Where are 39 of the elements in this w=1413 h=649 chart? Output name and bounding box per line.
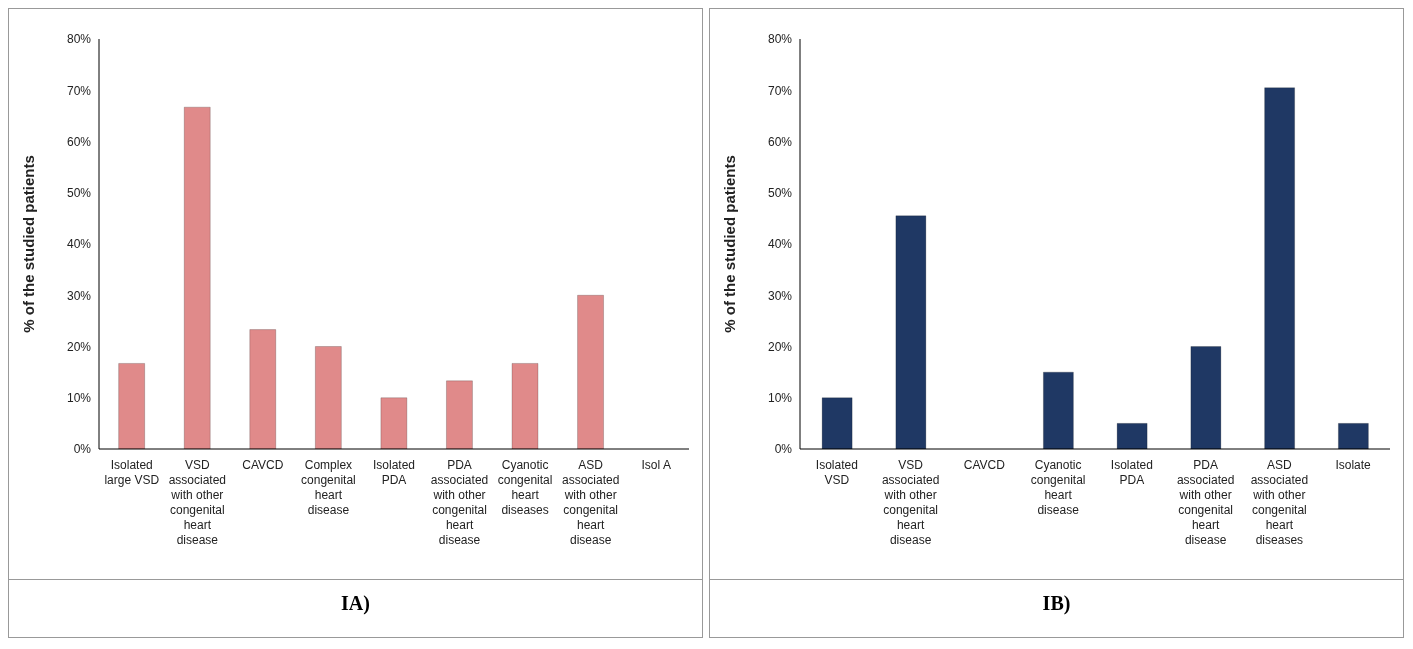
y-tick-label: 20%: [767, 339, 793, 354]
y-tick-label: 40%: [767, 237, 793, 252]
x-tick-label: VSD associated with other congenital heart disease: [881, 458, 940, 547]
x-tick-label: Isolated VSD: [815, 458, 858, 487]
y-tick-label: 70%: [66, 83, 92, 98]
y-tick-label: 10%: [767, 391, 793, 406]
x-tick-label: Isol A: [641, 458, 671, 472]
y-tick-label: 70%: [767, 83, 793, 98]
x-tick-label: PDA associated with other congenital heart disease: [1176, 458, 1235, 547]
x-tick-label: PDA associated with other congenital heart disease: [430, 458, 489, 547]
x-tick-label: Isolate: [1335, 458, 1372, 472]
x-tick-label: ASD associated with other congenital heart disease: [561, 458, 620, 547]
x-tick-label: ASD associated with other congenital heart diseases: [1250, 458, 1309, 547]
y-tick-label: 50%: [767, 186, 793, 201]
x-tick-label: Isolated PDA: [1110, 458, 1153, 487]
y-tick-label: 20%: [66, 339, 92, 354]
text: IA): [9, 579, 702, 615]
x-tick-label: Isolated large VSD: [104, 458, 160, 487]
text: IB): [710, 579, 1403, 615]
x-tick-label: Isolated PDA: [372, 458, 416, 487]
y-tick-label: 80%: [66, 32, 92, 47]
x-tick-label: Complex congenital heart disease: [301, 458, 356, 517]
y-tick-label: 30%: [767, 288, 793, 303]
y-tick-label: 0%: [774, 442, 793, 457]
y-axis-title: % of the studied patients: [721, 155, 739, 333]
y-tick-label: 60%: [767, 134, 793, 149]
x-tick-label: CAVCD: [963, 458, 1006, 472]
y-tick-label: 0%: [73, 442, 92, 457]
x-tick-label: CAVCD: [242, 458, 284, 472]
y-tick-label: 80%: [767, 32, 793, 47]
y-axis-title: % of the studied patients: [20, 155, 38, 333]
y-tick-label: 40%: [66, 237, 92, 252]
y-tick-label: 30%: [66, 288, 92, 303]
x-tick-label: Cyanotic congenital heart disease: [1030, 458, 1086, 517]
y-tick-label: 10%: [66, 391, 92, 406]
x-tick-label: VSD associated with other congenital heart disease: [168, 458, 227, 547]
y-tick-label: 60%: [66, 134, 92, 149]
y-tick-label: 50%: [66, 186, 92, 201]
x-tick-label: Cyanotic congenital heart diseases: [497, 458, 553, 517]
